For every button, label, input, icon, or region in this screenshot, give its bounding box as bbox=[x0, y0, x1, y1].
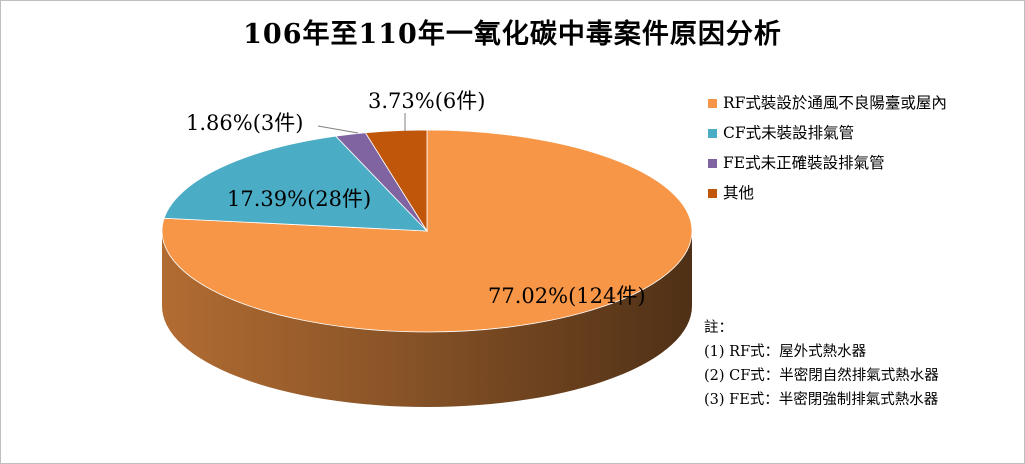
note-line-fe: (3) FE式：半密閉強制排氣式熱水器 bbox=[704, 392, 939, 408]
legend-item-fe: FE式未正確裝設排氣管 bbox=[708, 148, 947, 178]
chart-title: 106年至110年一氧化碳中毒案件原因分析 bbox=[243, 19, 782, 50]
pie-slice-other bbox=[364, 129, 428, 233]
legend-swatch-other bbox=[708, 188, 717, 198]
notes: 註： (1) RF式：屋外式熱水器 (2) CF式：半密閉自然排氣式熱水器 (3… bbox=[704, 316, 939, 412]
leader-line-fe bbox=[317, 125, 359, 134]
legend-label-fe: FE式未正確裝設排氣管 bbox=[723, 154, 885, 172]
legend-swatch-fe bbox=[708, 158, 717, 168]
legend-item-rf: RF式裝設於通風不良陽臺或屋內 bbox=[708, 88, 947, 118]
legend-label-other: 其他 bbox=[723, 184, 755, 202]
data-label-other: 3.73%(6件) bbox=[368, 89, 485, 113]
data-label-fe: 1.86%(3件) bbox=[186, 111, 303, 135]
pie-side-rf bbox=[162, 231, 692, 407]
legend-swatch-rf bbox=[708, 98, 717, 108]
note-line-rf: (1) RF式：屋外式熱水器 bbox=[704, 344, 867, 360]
legend: RF式裝設於通風不良陽臺或屋內 CF式未裝設排氣管 FE式未正確裝設排氣管 其他 bbox=[708, 88, 947, 208]
note-line-cf: (2) CF式：半密閉自然排氣式熱水器 bbox=[704, 368, 939, 384]
legend-item-other: 其他 bbox=[708, 178, 947, 208]
legend-label-cf: CF式未裝設排氣管 bbox=[723, 124, 855, 142]
data-label-rf: 77.02%(124件) bbox=[488, 284, 646, 308]
legend-item-cf: CF式未裝設排氣管 bbox=[708, 118, 947, 148]
data-label-cf: 17.39%(28件) bbox=[227, 187, 371, 211]
legend-label-rf: RF式裝設於通風不良陽臺或屋內 bbox=[723, 94, 947, 112]
notes-heading: 註： bbox=[704, 320, 733, 336]
legend-swatch-cf bbox=[708, 128, 717, 138]
pie-slice-cf bbox=[163, 135, 428, 232]
